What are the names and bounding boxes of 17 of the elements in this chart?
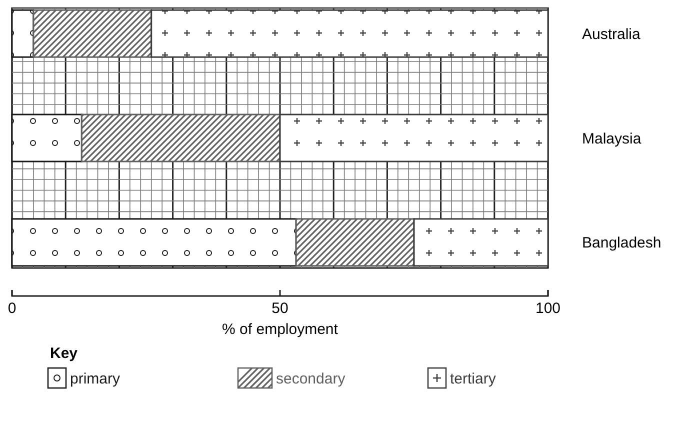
x-tick-label: 100	[535, 300, 561, 317]
text: tertiary	[450, 370, 496, 388]
bar	[80, 114, 281, 162]
y-tick-label: Malaysia	[582, 130, 642, 148]
y-tick-label: Bangladesh	[582, 234, 662, 252]
bar	[413, 218, 549, 267]
y-tick-label: Australia	[582, 26, 642, 43]
bar	[32, 9, 152, 58]
bar	[150, 9, 549, 58]
text: secondary	[276, 370, 346, 388]
text: primary	[70, 370, 120, 388]
bar	[295, 218, 415, 267]
bar	[279, 114, 549, 162]
x-tick-label: 50	[272, 300, 288, 317]
x-axis-title: % of employment	[222, 321, 339, 338]
legend-title: Key	[50, 345, 78, 362]
x-tick-label: 0	[8, 300, 16, 317]
